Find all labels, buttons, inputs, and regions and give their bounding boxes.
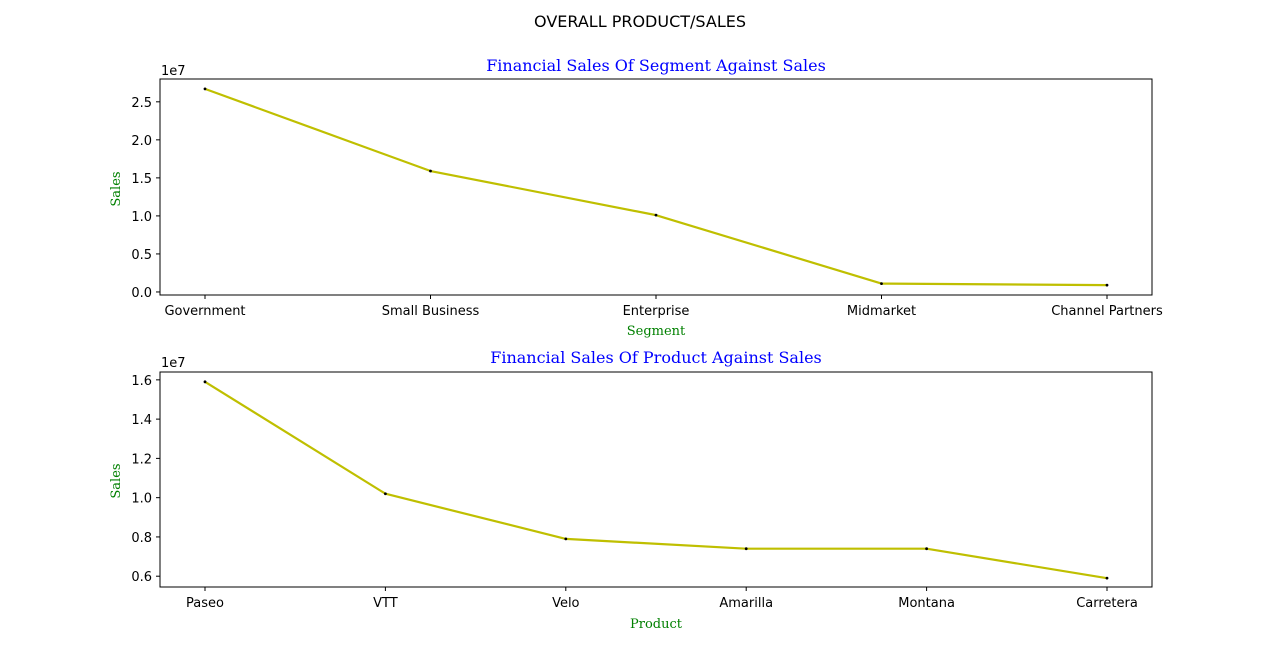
chart-title: Financial Sales Of Product Against Sales <box>490 348 822 367</box>
y-offset-label: 1e7 <box>161 356 186 371</box>
x-tick-label: Government <box>164 304 245 319</box>
y-tick-label: 1.5 <box>131 172 152 187</box>
x-tick-label: Channel Partners <box>1051 304 1163 319</box>
figure-suptitle: OVERALL PRODUCT/SALES <box>534 12 746 31</box>
y-axis-label: Sales <box>109 463 124 498</box>
product-sales-chart: Financial Sales Of Product Against Sales… <box>109 348 1153 632</box>
data-point <box>925 547 928 551</box>
data-point <box>429 169 432 173</box>
y-axis-label: Sales <box>109 171 124 206</box>
data-point <box>654 213 658 217</box>
x-tick-label: Velo <box>552 596 579 611</box>
data-point <box>744 547 748 551</box>
y-tick-label: 1.4 <box>131 413 152 428</box>
y-tick-label: 1.0 <box>131 210 152 225</box>
x-tick-label: Small Business <box>382 304 480 319</box>
y-tick-label: 2.5 <box>131 96 152 111</box>
data-point <box>1105 283 1109 287</box>
x-tick-label: Montana <box>898 596 955 611</box>
y-tick-label: 0.8 <box>131 531 152 546</box>
plot-frame <box>159 78 1153 296</box>
y-tick-label: 0.6 <box>131 570 152 585</box>
x-axis-label: Segment <box>627 324 686 339</box>
y-tick-label: 1.6 <box>131 374 152 389</box>
data-point <box>1105 576 1109 580</box>
y-offset-label: 1e7 <box>161 64 186 79</box>
chart-title: Financial Sales Of Segment Against Sales <box>486 56 826 75</box>
y-tick-label: 1.2 <box>131 452 152 467</box>
y-tick-label: 0.0 <box>131 286 152 301</box>
segment-sales-chart: Financial Sales Of Segment Against Sales… <box>109 56 1163 339</box>
data-point <box>203 380 207 384</box>
data-point <box>384 492 387 496</box>
x-tick-label: Enterprise <box>623 304 690 319</box>
y-tick-label: 0.5 <box>131 248 152 263</box>
data-point <box>564 537 568 541</box>
x-tick-label: Midmarket <box>847 304 916 319</box>
series-line <box>204 380 1108 580</box>
x-tick-label: VTT <box>373 596 398 611</box>
x-tick-label: Amarilla <box>719 596 773 611</box>
y-tick-label: 2.0 <box>131 134 152 149</box>
x-axis-label: Product <box>630 617 683 632</box>
data-point <box>203 87 207 91</box>
data-point <box>880 282 883 285</box>
plot-frame <box>159 371 1153 588</box>
x-tick-label: Carretera <box>1076 596 1138 611</box>
x-tick-label: Paseo <box>186 596 224 611</box>
series-line <box>204 87 1108 287</box>
y-tick-label: 1.0 <box>131 492 152 507</box>
